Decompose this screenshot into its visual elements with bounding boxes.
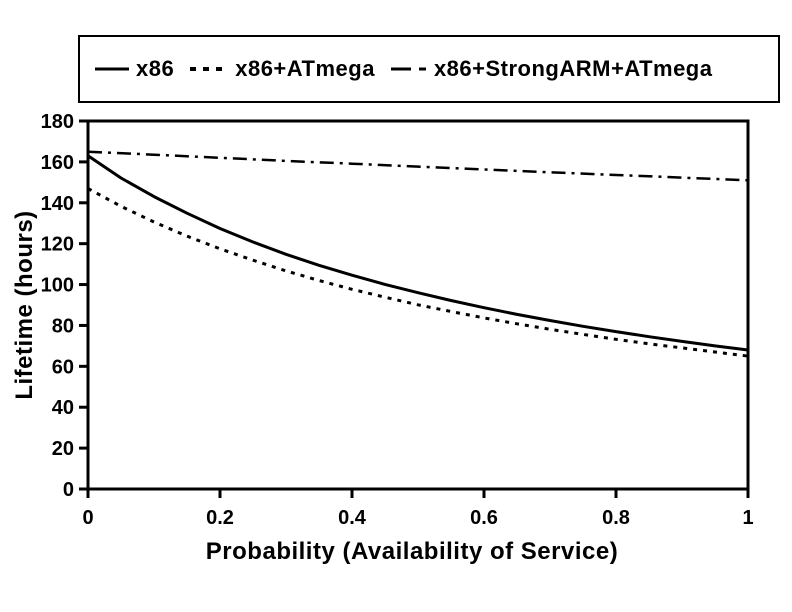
legend-item-x86: x86 bbox=[94, 56, 174, 82]
y-tick-label: 180 bbox=[41, 111, 74, 133]
plot-border bbox=[86, 119, 750, 491]
legend-label-x86: x86 bbox=[136, 56, 175, 81]
y-tick-label: 40 bbox=[52, 397, 74, 419]
x-tick-label: 1 bbox=[742, 507, 753, 529]
y-axis-title: Lifetime (hours) bbox=[11, 210, 38, 399]
y-tick-label: 120 bbox=[41, 234, 74, 256]
legend-label-x86-strongarm-atmega: x86+StrongARM+ATmega bbox=[433, 56, 713, 81]
x-tick-label: 0.4 bbox=[338, 507, 367, 529]
x-tick-label: 0 bbox=[82, 507, 93, 529]
y-tick-label: 80 bbox=[52, 315, 74, 337]
x-tick-label: 0.8 bbox=[602, 507, 630, 529]
x-tick-label: 0.2 bbox=[206, 507, 234, 529]
y-tick-label: 140 bbox=[41, 193, 74, 215]
legend: x86 x86+ATmega x86+StrongARM+ATmega bbox=[78, 35, 780, 103]
x-tick-label: 0.6 bbox=[470, 507, 498, 529]
y-tick-label: 160 bbox=[41, 152, 74, 174]
series-line-solid bbox=[87, 154, 749, 352]
y-tick-label: 60 bbox=[52, 356, 74, 378]
series-line-dotted bbox=[87, 187, 749, 358]
dashdot-line-swatch-icon bbox=[390, 67, 428, 71]
x-axis-title: Probability (Availability of Service) bbox=[206, 538, 618, 565]
legend-label-x86-atmega: x86+ATmega bbox=[235, 56, 375, 81]
y-tick-label: 20 bbox=[52, 438, 74, 460]
y-tick-label: 100 bbox=[41, 275, 74, 297]
legend-item-x86-atmega: x86+ATmega bbox=[189, 56, 375, 82]
y-tick-label: 0 bbox=[63, 479, 74, 501]
series-line-dashdot bbox=[87, 150, 749, 182]
solid-line-swatch-icon bbox=[95, 67, 129, 71]
legend-item-x86-strongarm-atmega: x86+StrongARM+ATmega bbox=[390, 56, 713, 82]
